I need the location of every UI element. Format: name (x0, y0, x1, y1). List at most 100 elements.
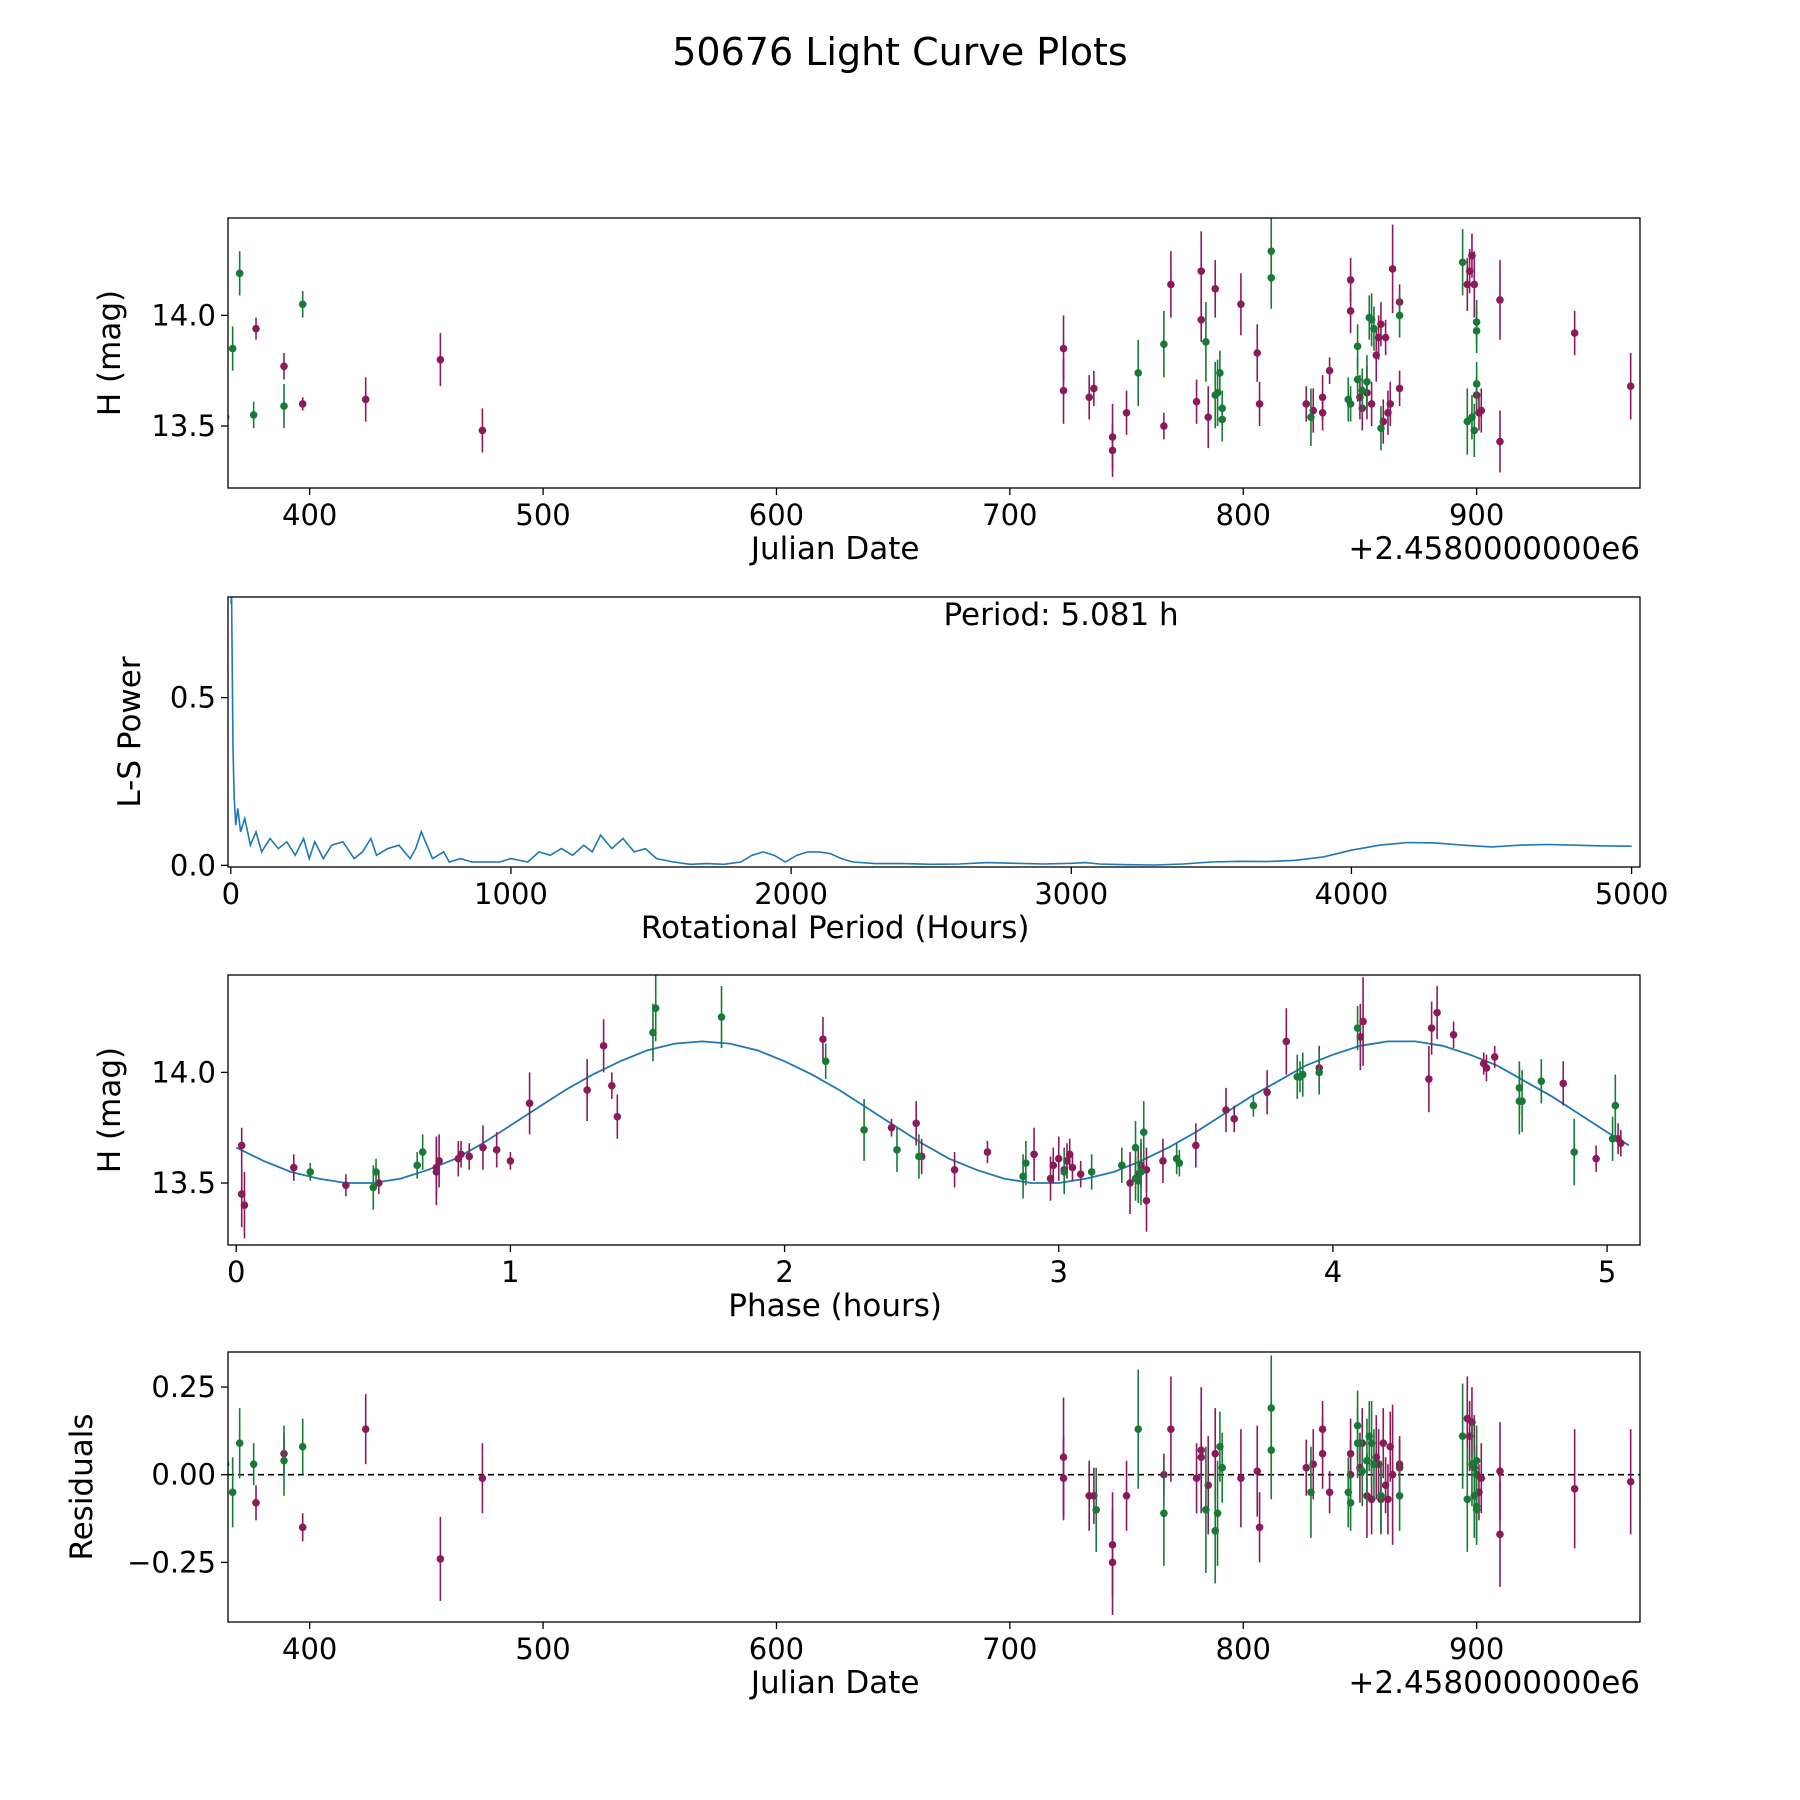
filter_b-data-point (1458, 1432, 1467, 1440)
filter_a-data-point (361, 395, 370, 404)
x-tick-label: 500 (515, 1632, 570, 1666)
filter_a-data-point (1065, 1150, 1074, 1159)
filter_a-data-point (1490, 1053, 1499, 1061)
filter_a-data-point (1142, 1196, 1151, 1205)
filter_b-data-point (1218, 1463, 1227, 1472)
filter_a-data-point (525, 1099, 534, 1108)
filter_b-data-point (298, 300, 307, 309)
filter_a-data-point (457, 1150, 465, 1159)
filter_a-data-point (1395, 384, 1404, 393)
filter_a-data-point (1592, 1154, 1600, 1163)
filter_a-data-point (1477, 406, 1486, 415)
filter_b-data-point (372, 1168, 380, 1176)
filter_b-data-point (228, 1488, 237, 1497)
phase_curve-axes-frame (227, 974, 1641, 1246)
light_curve-x-axis-label: Julian Date (749, 531, 920, 567)
filter_a-data-point (1496, 296, 1504, 304)
filter_a-data-point (1381, 333, 1390, 342)
filter_b-data-point (280, 1456, 288, 1465)
filter_a-data-point (1076, 1170, 1085, 1178)
filter_a-data-point (1318, 408, 1327, 417)
filter_b-data-point (821, 1057, 830, 1066)
filter_b-data-point (1160, 340, 1168, 348)
filter_a-data-point (1167, 1425, 1175, 1433)
filter_a-data-point (1192, 397, 1201, 406)
filter_b-data-point (1363, 377, 1371, 386)
filter_a-data-point (1449, 1030, 1458, 1039)
filter_a-data-point (1255, 1523, 1264, 1532)
filter_b-data-point (1570, 1148, 1578, 1156)
filter_a-data-point (1356, 1033, 1365, 1041)
filter_a-data-point (1325, 1488, 1334, 1497)
x-tick-label: 400 (282, 498, 337, 532)
filter_a-data-point (1626, 1477, 1635, 1486)
filter_b-data-point (1202, 338, 1210, 346)
filter_a-data-point (608, 1081, 616, 1090)
filter_a-data-point (1379, 1439, 1388, 1447)
filter_b-data-point (1315, 1068, 1324, 1077)
phase_curve-marks (235, 975, 1630, 1239)
filter_a-data-point (1346, 307, 1355, 315)
filter_a-data-point (1496, 437, 1504, 446)
filter_a-data-point (478, 426, 487, 435)
filter_b-data-point (860, 1126, 868, 1134)
filter_a-data-point (1477, 1474, 1486, 1483)
filter_a-data-point (887, 1123, 896, 1132)
filter_b-data-point (1175, 1159, 1184, 1167)
filter_a-data-point (478, 1474, 487, 1483)
filter_b-data-point (1139, 1128, 1148, 1136)
filter_b-data-point (1608, 1134, 1617, 1143)
x-tick-label: 0 (222, 877, 240, 911)
filter_a-data-point (583, 1086, 591, 1094)
filter_a-data-point (819, 1035, 827, 1043)
x-tick-label: 4000 (1315, 877, 1389, 911)
x-tick-label: 5 (1598, 1255, 1616, 1289)
filter_a-data-point (435, 1157, 443, 1165)
filter_a-data-point (1204, 413, 1213, 421)
filter_a-data-point (290, 1163, 298, 1172)
x-tick-label: 800 (1216, 1632, 1271, 1666)
filter_a-data-point (1049, 1161, 1058, 1170)
filter_a-data-point (1192, 1474, 1201, 1483)
filter_a-data-point (1263, 1088, 1271, 1097)
filter_b-data-point (1377, 424, 1385, 433)
filter_a-data-point (1237, 1474, 1245, 1483)
filter_a-data-point (1282, 1037, 1291, 1046)
filter_b-data-point (1346, 1498, 1355, 1507)
filter_a-data-point (252, 324, 260, 333)
filter_a-data-point (1346, 276, 1355, 284)
filter_a-data-point (280, 362, 288, 371)
filter_a-data-point (599, 1042, 608, 1050)
filter_a-data-point (479, 1143, 487, 1152)
light_curve-axes-frame (227, 217, 1641, 489)
filter_a-data-point (1230, 1115, 1239, 1123)
panel-light_curve: 400 500 600 700 800 900 13.5 14.0 Julian Date H (… (92, 217, 1641, 567)
filter_b-data-point (1370, 1460, 1378, 1469)
filter_b-data-point (1202, 1505, 1210, 1514)
filter_a-data-point (1167, 280, 1175, 289)
filter_b-data-point (1022, 1159, 1030, 1167)
filter_b-data-point (1307, 1488, 1315, 1497)
filter_a-data-point (1470, 280, 1479, 289)
filter_a-data-point (1030, 1150, 1038, 1159)
filter_a-data-point (1059, 1474, 1068, 1483)
filter_b-data-point (1537, 1077, 1546, 1086)
figure-title: 50676 Light Curve Plots (672, 30, 1127, 74)
filter_b-data-point (1370, 324, 1378, 333)
periodogram-marks (230, 597, 1632, 866)
filter_a-data-point (1108, 1558, 1117, 1567)
x-tick-label: 3 (1050, 1255, 1068, 1289)
filter_b-data-point (1518, 1097, 1526, 1105)
residuals-x-axis-label: Julian Date (749, 1665, 920, 1701)
filter_b-data-point (717, 1013, 726, 1021)
power-series-line (230, 597, 1632, 866)
filter_b-data-point (1092, 1505, 1101, 1514)
filter_a-data-point (1318, 1425, 1327, 1433)
filter_b-data-point (369, 1183, 378, 1192)
filter_b-data-point (298, 1442, 307, 1451)
filter_b-data-point (1267, 273, 1276, 282)
filter_b-data-point (1216, 369, 1224, 377)
residuals-x-offset-label: +2.4580000000e6 (1348, 1665, 1640, 1701)
filter_a-data-point (1046, 1174, 1055, 1183)
